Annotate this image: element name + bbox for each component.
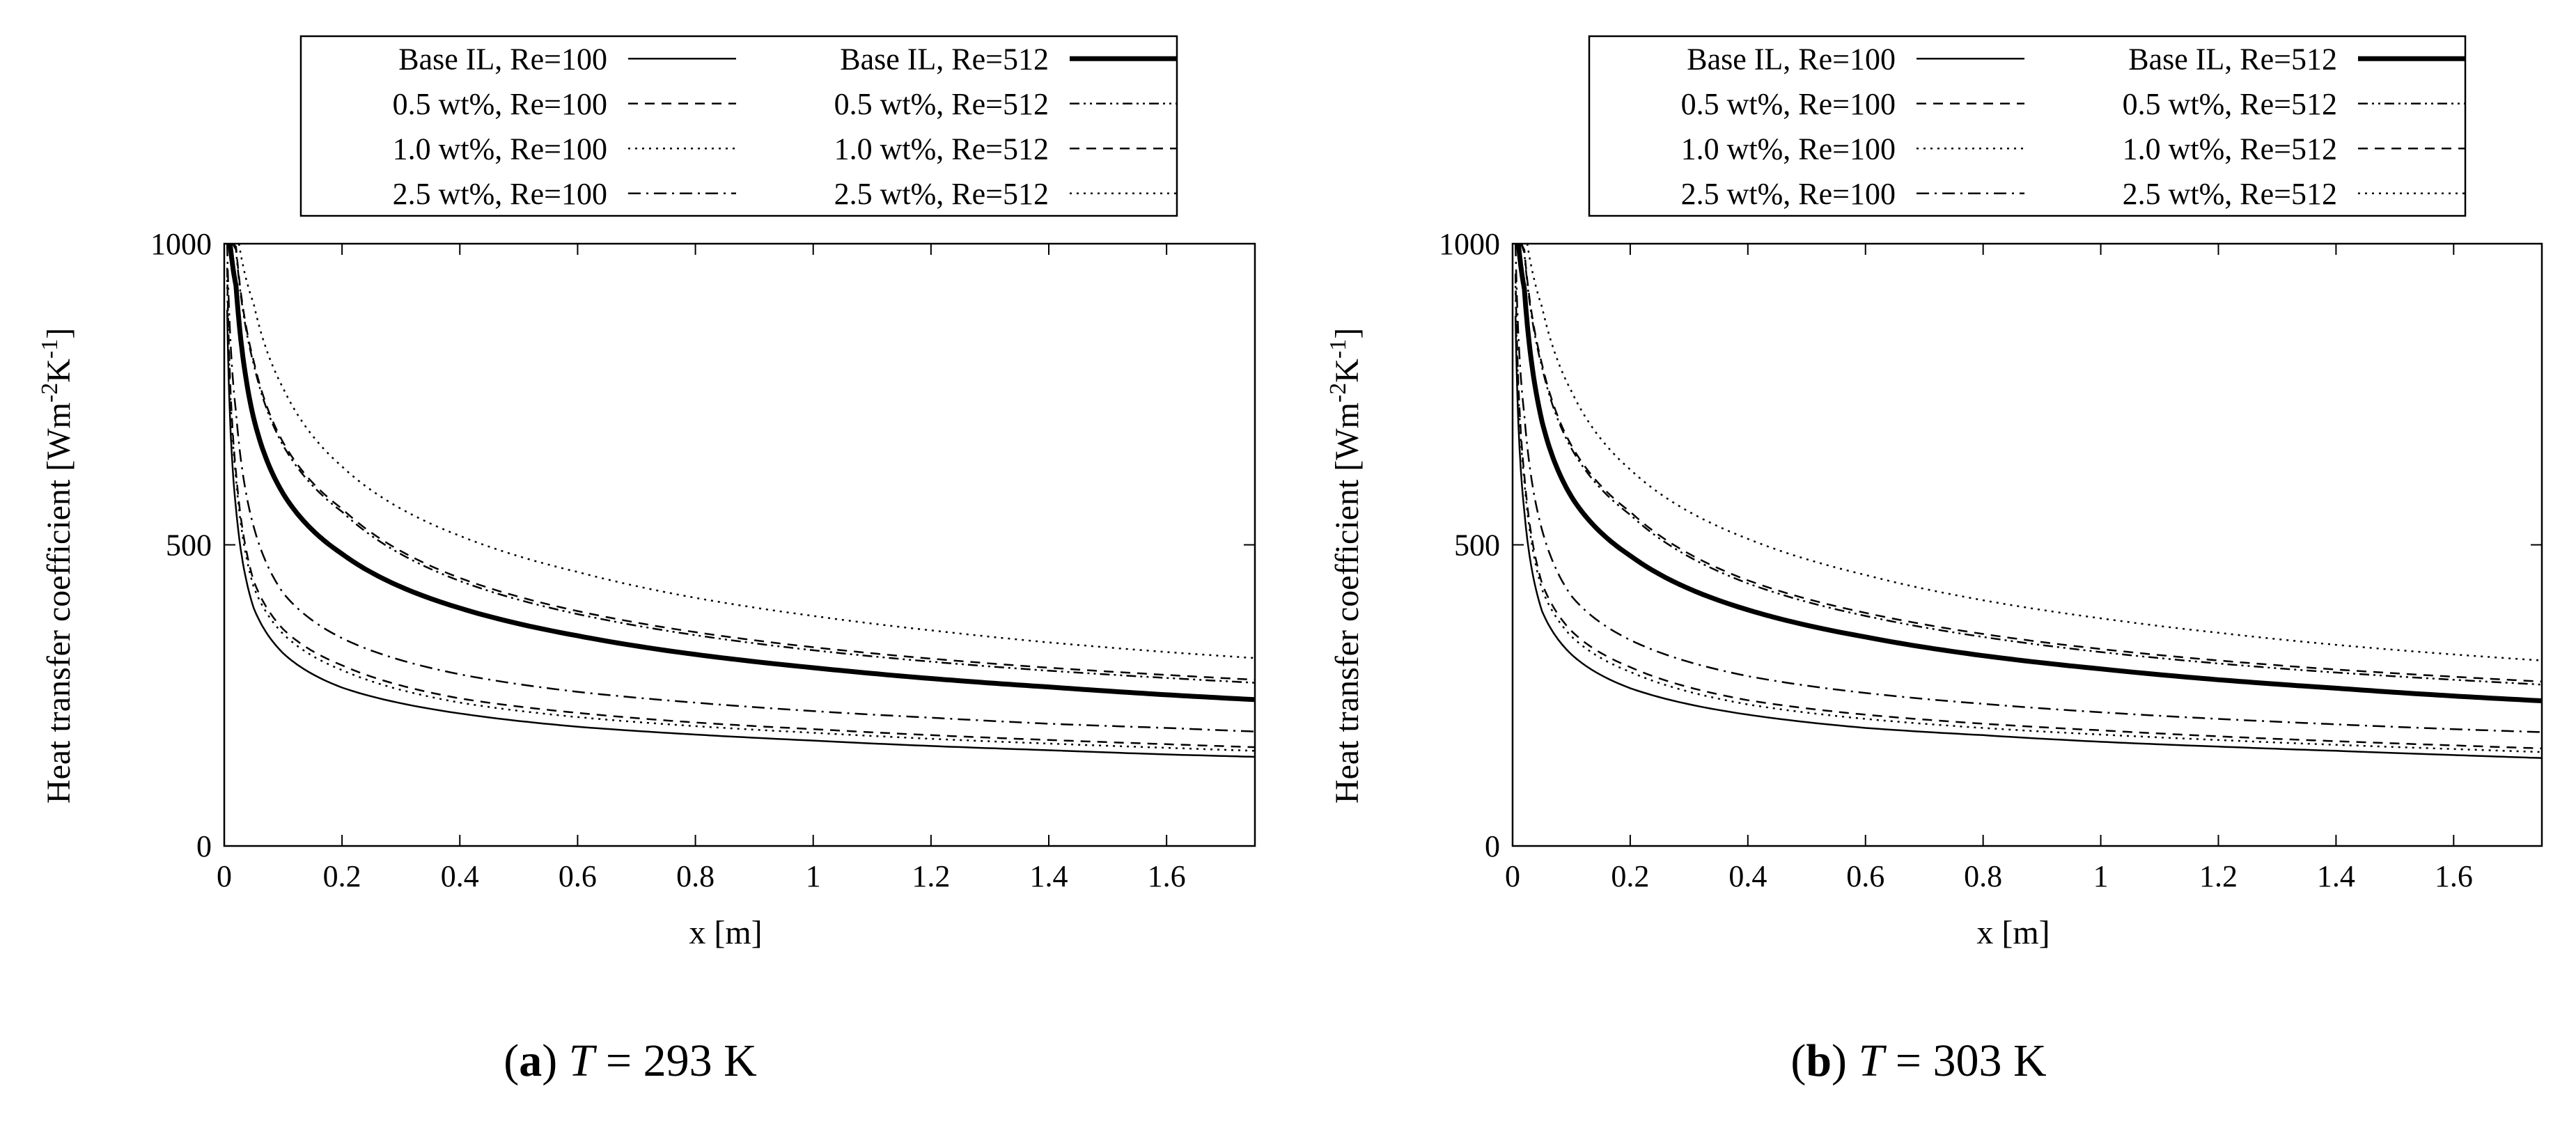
y-axis-label-part: ] [40,328,77,339]
panel-caption: (b) T = 303 K [1790,1035,2046,1086]
caption-letter: a [519,1035,542,1086]
x-axis-label: x [m] [1976,914,2050,951]
x-tick-label: 0.6 [559,859,597,893]
y-axis-label-part: ] [1329,328,1366,339]
x-tick-label: 0 [1505,859,1520,893]
series-line-6 [232,244,1255,684]
series-line-8 [1526,244,2542,661]
legend-label-7: 1.0 wt%, Re=512 [834,132,1049,166]
x-tick-label: 0.2 [1611,859,1649,893]
y-tick-label: 1000 [1439,227,1500,261]
series-line-3 [1514,285,2542,753]
legend-label-5: Base IL, Re=512 [2128,42,2337,76]
x-tick-label: 1.2 [2199,859,2238,893]
series-line-7 [232,244,1255,681]
x-tick-label: 0.6 [1846,859,1884,893]
caption-symbol: T [569,1035,598,1086]
caption-paren-close: ) [1832,1035,1858,1086]
legend-label-4: 2.5 wt%, Re=100 [393,177,607,211]
legend-label-1: Base IL, Re=100 [398,42,607,76]
series-line-2 [226,267,1255,748]
y-tick-label: 0 [1485,829,1500,863]
caption-value: = 293 K [594,1035,756,1086]
legend: Base IL, Re=100 0.5 wt%, Re=100 1.0 wt%, R… [1588,35,2467,217]
y-axis-label-sup: -1 [37,339,63,359]
caption-letter: b [1806,1035,1832,1086]
plot-area-frame [1511,242,2543,847]
caption-symbol: T [1859,1035,1887,1086]
x-tick-label: 1.2 [912,859,950,893]
x-tick-label: 0.8 [1964,859,2002,893]
y-axis-label: Heat transfer coefficient [Wm-2K-1] [1325,328,1366,803]
legend-label-2: 0.5 wt%, Re=100 [1681,87,1896,121]
y-axis-label-sup: -2 [37,383,63,402]
series-line-4 [226,244,1255,732]
legend-label-2: 0.5 wt%, Re=100 [393,87,607,121]
legend-label-1: Base IL, Re=100 [1687,42,1896,76]
series-line-4 [1514,244,2542,733]
y-axis-label-sup: -2 [1325,383,1351,402]
caption-paren-close: ) [542,1035,568,1086]
series-line-1 [1514,315,2542,759]
caption-paren-open: ( [504,1035,519,1086]
caption-paren-open: ( [1790,1035,1806,1086]
legend: Base IL, Re=100 0.5 wt%, Re=100 1.0 wt%, R… [299,35,1178,217]
legend-frame [1588,35,2467,217]
x-tick-label: 1.6 [1148,859,1186,893]
legend-label-4: 2.5 wt%, Re=100 [1681,177,1896,211]
series-line-2 [1514,274,2542,750]
x-tick-label: 1 [806,859,821,893]
x-tick-label: 0.4 [441,859,479,893]
series-line-6 [1520,244,2542,686]
series-line-8 [237,244,1255,659]
series-lines [226,244,1255,758]
y-axis-label-part: Heat transfer coefficient [Wm [1329,402,1366,803]
y-axis-label-part: Heat transfer coefficient [Wm [40,402,77,803]
x-tick-label: 0 [217,859,232,893]
chart-panel-a: 0 0.2 0.4 0.6 0.8 1 1.2 1.4 1.6 0 500 1000 x [m] Heat… [37,35,1256,1086]
y-tick-label: 1000 [150,227,212,261]
series-line-7 [1520,244,2542,683]
caption-value: = 303 K [1884,1035,2046,1086]
legend-label-3: 1.0 wt%, Re=100 [393,132,607,166]
legend-label-8: 2.5 wt%, Re=512 [2123,177,2337,211]
plot-area-frame [223,242,1256,847]
series-lines [1514,244,2542,759]
legend-label-3: 1.0 wt%, Re=100 [1681,132,1896,166]
legend-frame [299,35,1178,217]
x-tick-label: 1 [2093,859,2109,893]
x-tick-label: 0.8 [676,859,715,893]
chart-panel-b: 0 0.2 0.4 0.6 0.8 1 1.2 1.4 1.6 0 500 1000 x [m] Heat… [1325,35,2543,1086]
x-tick-label: 0.4 [1728,859,1767,893]
x-tick-label: 1.6 [2435,859,2473,893]
x-tick-label: 1.4 [1030,859,1068,893]
y-tick-label: 0 [196,829,212,863]
legend-label-6: 0.5 wt%, Re=512 [2123,87,2337,121]
series-line-3 [226,279,1255,752]
x-tick-label: 1.4 [2317,859,2355,893]
legend-label-6: 0.5 wt%, Re=512 [834,87,1049,121]
series-line-1 [226,310,1255,758]
y-axis-label-part: K [40,359,77,383]
y-axis-label-sup: -1 [1325,339,1351,359]
y-axis-label: Heat transfer coefficient [Wm-2K-1] [37,328,78,803]
y-tick-label: 500 [166,528,212,563]
y-tick-label: 500 [1454,528,1500,563]
series-line-5 [228,244,1255,703]
x-axis-label: x [m] [689,914,762,951]
legend-label-7: 1.0 wt%, Re=512 [2123,132,2337,166]
legend-label-8: 2.5 wt%, Re=512 [834,177,1049,211]
series-line-5 [1515,244,2542,703]
y-axis-label-part: K [1329,359,1366,383]
panel-caption: (a) T = 293 K [504,1035,757,1086]
legend-label-5: Base IL, Re=512 [840,42,1049,76]
x-tick-label: 0.2 [323,859,361,893]
